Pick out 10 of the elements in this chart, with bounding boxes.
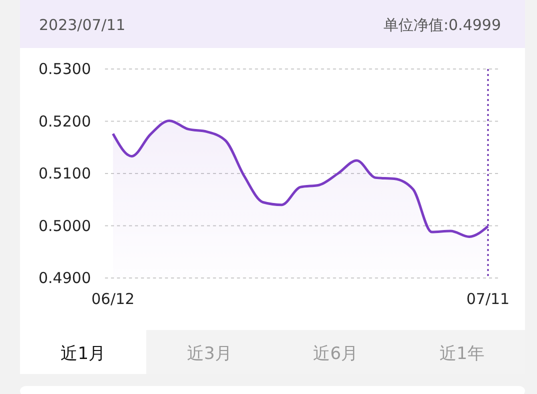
x-tick-label: 06/12 <box>91 290 135 308</box>
period-tabs: 近1月 近3月 近6月 近1年 <box>20 330 525 374</box>
y-tick-label: 0.5200 <box>38 112 91 130</box>
chart-title: 2023/07/11 <box>39 16 126 34</box>
x-tick-label: 07/11 <box>466 290 510 308</box>
y-tick-label: 0.4900 <box>38 269 91 287</box>
chart-subtitle: 单位净值:0.4999 <box>383 16 501 34</box>
y-tick-label: 0.5100 <box>38 164 91 182</box>
y-tick-label: 0.5000 <box>38 216 91 235</box>
y-tick-label: 0.5300 <box>38 60 91 78</box>
